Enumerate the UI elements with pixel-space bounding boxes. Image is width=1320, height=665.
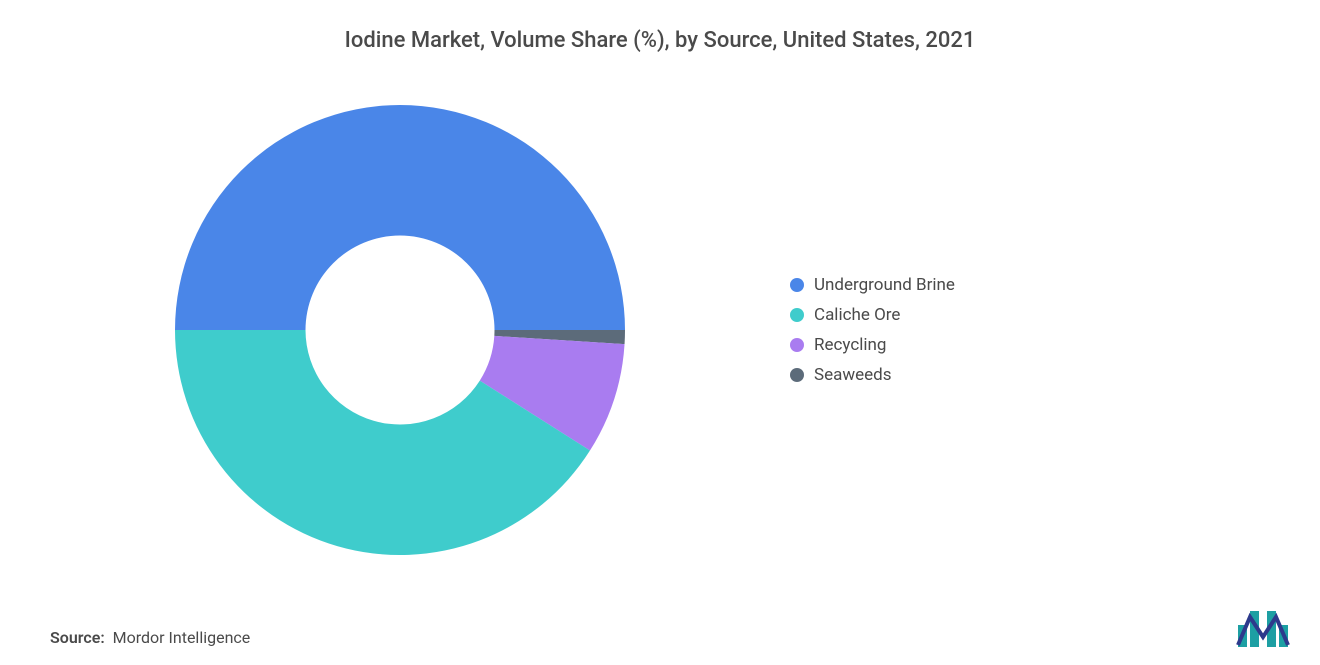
legend-label: Recycling — [814, 335, 886, 355]
legend-marker-icon — [790, 338, 804, 352]
chart-area: Underground Brine Caliche Ore Recycling Sea… — [50, 80, 1270, 580]
legend-item: Recycling — [790, 335, 1150, 355]
legend-item: Underground Brine — [790, 275, 1150, 295]
source-value: Mordor Intelligence — [113, 628, 251, 647]
donut-slice — [175, 105, 625, 330]
brand-logo-icon — [1236, 607, 1290, 647]
legend-item: Caliche Ore — [790, 305, 1150, 325]
legend-item: Seaweeds — [790, 365, 1150, 385]
legend-label: Seaweeds — [814, 365, 892, 385]
legend-marker-icon — [790, 368, 804, 382]
legend-marker-icon — [790, 278, 804, 292]
legend-marker-icon — [790, 308, 804, 322]
legend-label: Caliche Ore — [814, 305, 900, 325]
source-label: Source: — [50, 628, 105, 647]
source-citation: Source: Mordor Intelligence — [50, 628, 250, 647]
legend: Underground Brine Caliche Ore Recycling Sea… — [750, 275, 1150, 385]
legend-label: Underground Brine — [814, 275, 955, 295]
donut-chart — [50, 80, 750, 580]
chart-title: Iodine Market, Volume Share (%), by Sour… — [0, 0, 1320, 53]
